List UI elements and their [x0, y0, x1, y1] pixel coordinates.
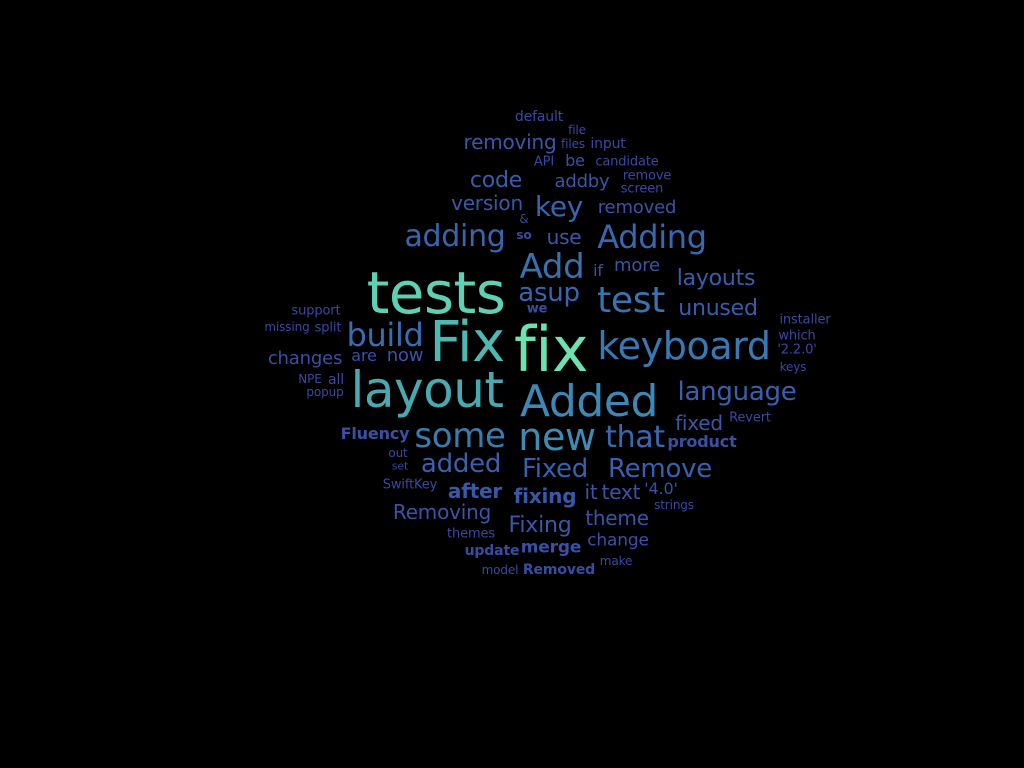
word-addby: addby — [554, 171, 610, 192]
word-file: file — [568, 123, 586, 137]
word-code: code — [469, 168, 523, 193]
word-all: all — [328, 372, 344, 388]
word-keyboard: keyboard — [597, 324, 771, 368]
word-remove: remove — [622, 168, 672, 184]
word-revert: Revert — [729, 410, 771, 426]
word-amp: & — [519, 212, 529, 226]
word-added: Added — [520, 376, 658, 427]
word-be: be — [565, 151, 585, 170]
word-themes: themes — [447, 526, 495, 542]
word-removed: removed — [597, 197, 677, 218]
word-npe: NPE — [298, 372, 322, 386]
word-removed: Removed — [522, 562, 596, 578]
word-theme: theme — [585, 506, 649, 530]
word-2-2-0: '2.2.0' — [777, 342, 817, 358]
word-build: build — [346, 316, 424, 354]
word-key: key — [534, 190, 584, 223]
word-model: model — [481, 563, 519, 577]
word-removing: removing — [463, 130, 557, 154]
word-product: product — [667, 432, 737, 451]
word-version: version — [451, 191, 523, 215]
word-candidate: candidate — [595, 154, 659, 170]
word-added: added — [420, 449, 502, 479]
word-fix: fix — [514, 313, 589, 386]
word-changes: changes — [267, 348, 343, 369]
word-files: files — [561, 137, 585, 151]
word-api: API — [533, 154, 555, 170]
word-we: we — [526, 301, 548, 317]
word-fix: Fix — [429, 310, 505, 375]
word-asup: asup — [518, 278, 580, 308]
word-fixing: Fixing — [508, 513, 572, 538]
word-text: text — [601, 480, 641, 504]
word-4-0: '4.0' — [644, 479, 678, 498]
word-language: language — [677, 377, 797, 407]
word-layout: layout — [350, 361, 504, 419]
word-change: change — [587, 530, 649, 551]
word-update: update — [464, 543, 520, 559]
word-popup: popup — [306, 385, 344, 399]
word-default: default — [514, 109, 564, 125]
word-unused: unused — [678, 296, 758, 321]
word-keys: keys — [779, 360, 807, 374]
word-tests: tests — [366, 259, 506, 327]
word-installer: installer — [779, 312, 831, 328]
word-more: more — [614, 255, 660, 276]
word-are: are — [351, 346, 377, 365]
word-out: out — [388, 446, 408, 460]
word-remove: Remove — [608, 454, 712, 484]
word-it: it — [584, 480, 598, 504]
word-layouts: layouts — [676, 266, 756, 291]
word-strings: strings — [654, 498, 694, 512]
word-screen: screen — [620, 181, 664, 197]
word-if: if — [593, 261, 603, 280]
word-adding: adding — [404, 219, 506, 254]
word-that: that — [605, 420, 665, 455]
word-which: which — [778, 328, 816, 344]
word-fluency: Fluency — [340, 424, 410, 443]
word-use: use — [546, 225, 582, 249]
word-make: make — [599, 554, 633, 568]
word-set: set — [391, 459, 409, 473]
word-fixed: Fixed — [521, 454, 589, 484]
word-some: some — [414, 416, 506, 456]
word-so: so — [516, 228, 532, 242]
word-new: new — [518, 415, 596, 459]
word-removing: Removing — [392, 500, 492, 524]
word-support: support — [291, 303, 341, 319]
word-after: after — [447, 479, 503, 503]
word-swiftkey: SwiftKey — [382, 477, 438, 493]
word-test: test — [597, 280, 665, 321]
word-fixed: fixed — [675, 411, 723, 435]
word-split: split — [314, 320, 342, 336]
word-input: input — [590, 136, 626, 152]
word-add: Add — [519, 247, 585, 287]
word-merge: merge — [520, 537, 582, 558]
word-missing: missing — [264, 320, 310, 334]
word-now: now — [386, 345, 424, 366]
word-adding: Adding — [597, 218, 707, 256]
word-fixing: fixing — [513, 484, 577, 508]
